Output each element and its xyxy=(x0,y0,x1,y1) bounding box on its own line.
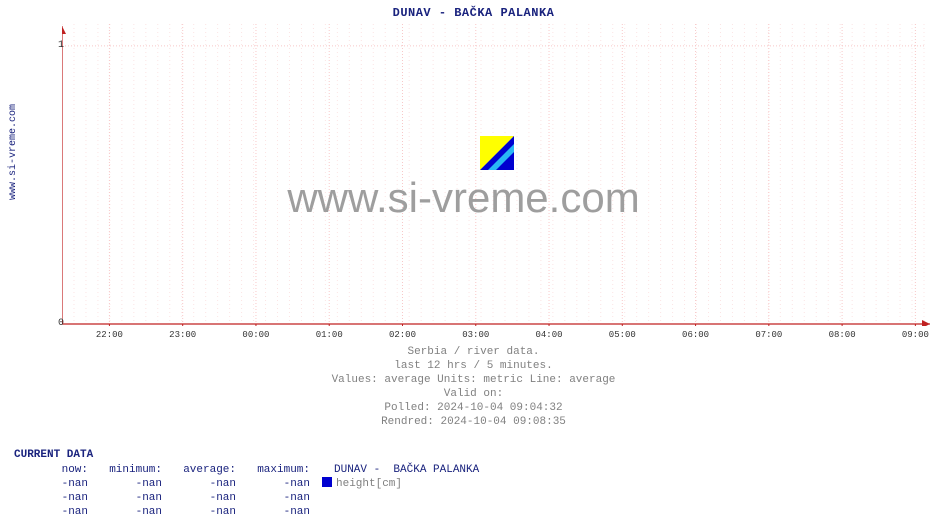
subtitle-source: Serbia / river data. xyxy=(0,346,947,358)
x-tick-label: 07:00 xyxy=(755,330,782,340)
legend-title: DUNAV - BAČKA PALANKA xyxy=(334,463,479,477)
table-row: -nan-nan-nan-nan xyxy=(14,505,479,519)
chart-title: DUNAV - BAČKA PALANKA xyxy=(0,6,947,20)
current-data-header-row: now: minimum: average: maximum: DUNAV - … xyxy=(14,463,479,477)
watermark-text: www.si-vreme.com xyxy=(0,174,927,222)
table-cell: -nan xyxy=(14,491,88,505)
subtitle-valid: Valid on: xyxy=(0,388,947,400)
subtitle-polled: Polled: 2024-10-04 09:04:32 xyxy=(0,402,947,414)
table-cell: -nan xyxy=(14,505,88,519)
current-data-block: CURRENT DATA now: minimum: average: maxi… xyxy=(14,449,479,519)
table-cell: -nan xyxy=(162,491,236,505)
y-tick-label: 0 xyxy=(44,318,64,329)
table-cell: -nan xyxy=(14,477,88,491)
y-tick-label: 1 xyxy=(44,40,64,51)
legend-swatch xyxy=(322,477,332,487)
watermark-logo xyxy=(480,136,514,170)
x-tick-label: 09:00 xyxy=(902,330,929,340)
x-tick-label: 05:00 xyxy=(609,330,636,340)
x-tick-label: 02:00 xyxy=(389,330,416,340)
table-row: -nan-nan-nan-nanheight[cm] xyxy=(14,477,479,491)
col-now: now: xyxy=(14,463,88,477)
table-cell: -nan xyxy=(162,477,236,491)
table-cell: -nan xyxy=(236,505,310,519)
current-data-heading: CURRENT DATA xyxy=(14,449,479,461)
table-cell: -nan xyxy=(88,491,162,505)
x-tick-label: 08:00 xyxy=(829,330,856,340)
x-tick-label: 23:00 xyxy=(169,330,196,340)
table-cell: -nan xyxy=(88,505,162,519)
col-maximum: maximum: xyxy=(236,463,310,477)
x-tick-label: 01:00 xyxy=(316,330,343,340)
x-tick-label: 22:00 xyxy=(96,330,123,340)
subtitle-rendered: Rendred: 2024-10-04 09:08:35 xyxy=(0,416,947,428)
col-minimum: minimum: xyxy=(88,463,162,477)
logo-icon xyxy=(480,136,514,170)
x-tick-label: 03:00 xyxy=(462,330,489,340)
subtitle-range: last 12 hrs / 5 minutes. xyxy=(0,360,947,372)
table-cell: -nan xyxy=(162,505,236,519)
subtitle-config: Values: average Units: metric Line: aver… xyxy=(0,374,947,386)
x-tick-label: 04:00 xyxy=(536,330,563,340)
col-average: average: xyxy=(162,463,236,477)
table-row: -nan-nan-nan-nan xyxy=(14,491,479,505)
x-tick-label: 00:00 xyxy=(242,330,269,340)
x-axis-ticks: 22:00 23:00 00:00 01:00 02:00 03:00 04:00 05:00… xyxy=(62,330,932,344)
table-cell: -nan xyxy=(236,491,310,505)
legend-label: height[cm] xyxy=(336,477,402,491)
table-cell: -nan xyxy=(88,477,162,491)
table-cell: -nan xyxy=(236,477,310,491)
x-tick-label: 06:00 xyxy=(682,330,709,340)
